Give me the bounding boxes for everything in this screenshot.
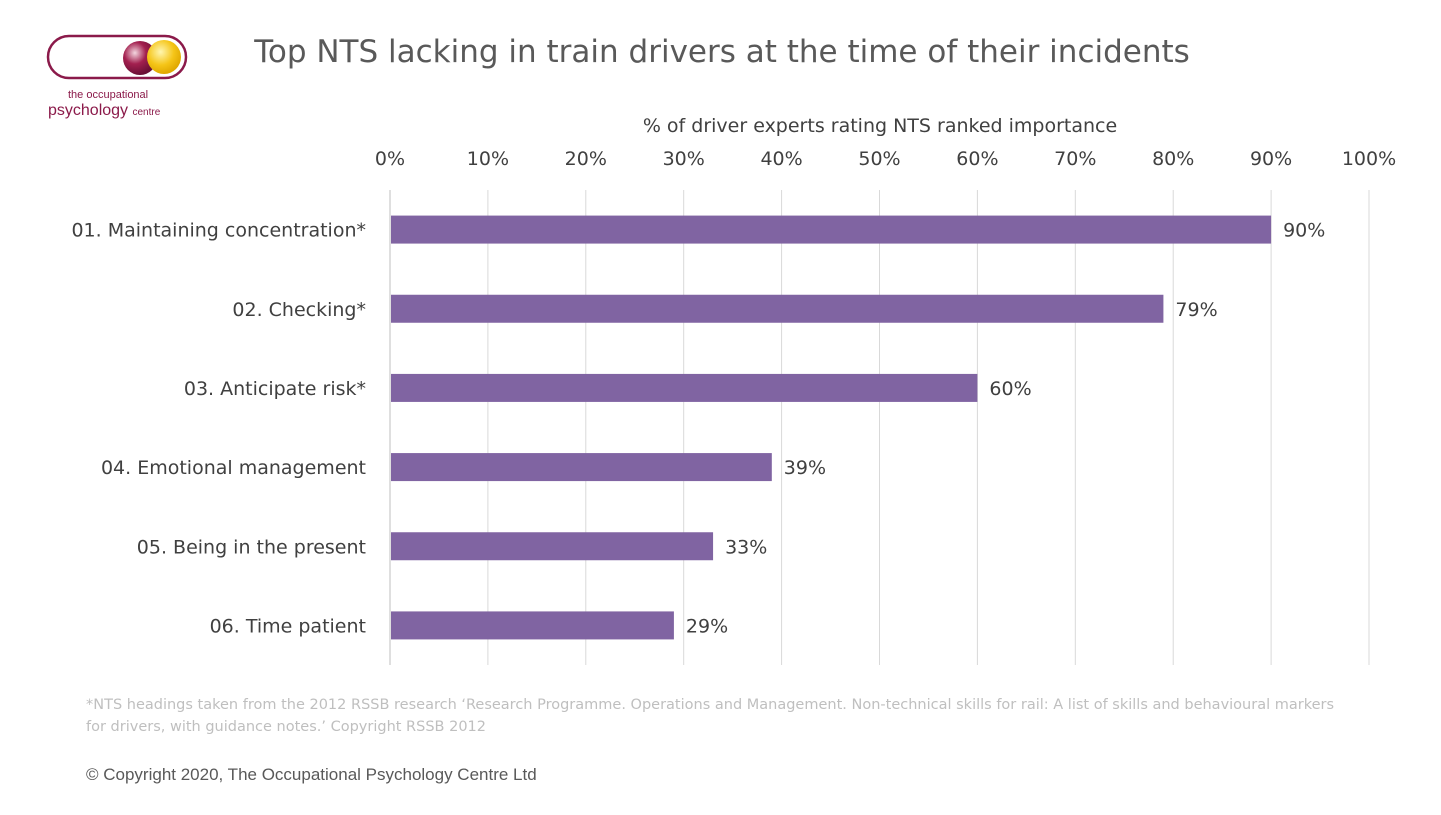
bar	[391, 373, 978, 402]
category-label: 02. Checking*	[232, 299, 366, 321]
data-label: 39%	[784, 457, 826, 479]
x-tick-label: 100%	[1342, 148, 1396, 170]
x-tick-label: 30%	[663, 148, 705, 170]
data-label: 90%	[1283, 220, 1325, 242]
x-tick-label: 10%	[467, 148, 509, 170]
bar	[391, 294, 1164, 323]
company-logo: the occupational psychology centre	[46, 34, 191, 129]
copyright: © Copyright 2020, The Occupational Psych…	[86, 765, 537, 784]
x-tick-label: 50%	[858, 148, 900, 170]
category-label: 06. Time patient	[210, 615, 366, 637]
category-label: 05. Being in the present	[137, 536, 366, 558]
x-axis-label: % of driver experts rating NTS ranked im…	[643, 115, 1117, 137]
data-label: 79%	[1175, 299, 1217, 321]
x-tick-label: 20%	[565, 148, 607, 170]
x-tick-label: 90%	[1250, 148, 1292, 170]
x-tick-label: 40%	[760, 148, 802, 170]
x-tick-label: 60%	[956, 148, 998, 170]
svg-text:the occupational: the occupational	[68, 89, 148, 101]
data-label: 33%	[725, 536, 767, 558]
svg-text:psychology centre: psychology centre	[48, 102, 161, 119]
category-label: 01. Maintaining concentration*	[71, 220, 366, 242]
bar	[391, 532, 714, 561]
x-tick-label: 0%	[375, 148, 405, 170]
x-tick-label: 70%	[1054, 148, 1096, 170]
x-tick-label: 80%	[1152, 148, 1194, 170]
category-label: 04. Emotional management	[101, 457, 366, 479]
bar	[391, 453, 772, 482]
category-label: 03. Anticipate risk*	[184, 378, 366, 400]
bar	[391, 215, 1272, 244]
bar	[391, 611, 674, 640]
chart-title: Top NTS lacking in train drivers at the …	[253, 34, 1190, 70]
footnote: *NTS headings taken from the 2012 RSSB r…	[86, 697, 1335, 735]
data-label: 60%	[989, 378, 1031, 400]
data-label: 29%	[686, 615, 728, 637]
